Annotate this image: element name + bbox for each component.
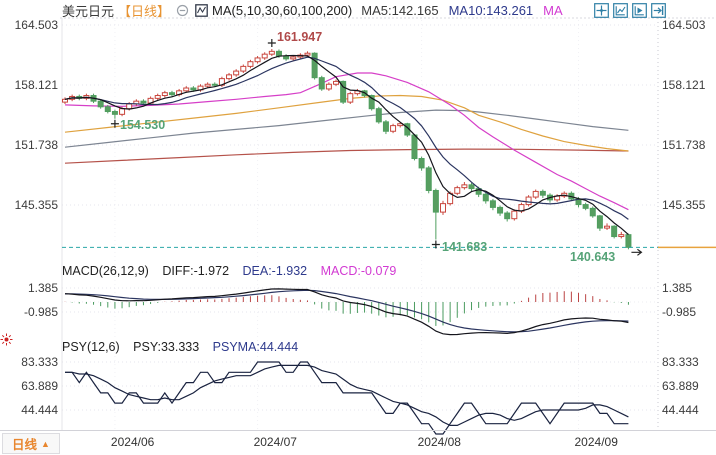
y-label-psy-1-right: 83.333 <box>662 355 699 369</box>
macd-diff-value: DIFF:-1.972 <box>162 264 230 278</box>
period-tab-daily[interactable]: 日线 ▲ <box>2 433 60 454</box>
y-label-main-3-left: 151.738 <box>14 138 58 152</box>
macd-panel-header: MACD(26,12,9) DIFF:-1.972 DEA:-1.932 MAC… <box>62 264 406 278</box>
y-label-psy-3-left: 44.444 <box>21 403 58 417</box>
macd-title: MACD(26,12,9) <box>62 264 149 278</box>
x-label-august: 2024/08 <box>417 435 461 449</box>
ma10-value: MA10:143.261 <box>448 2 534 18</box>
y-label-macd-2-right: -0.985 <box>662 305 697 319</box>
play-forward-icon[interactable] <box>632 3 647 18</box>
starburst-icon <box>0 333 13 351</box>
psyma-value: PSYMA:44.444 <box>212 340 299 354</box>
y-label-main-2-right: 158.121 <box>662 78 706 92</box>
y-label-main-2-left: 158.121 <box>14 78 58 92</box>
annotation-low-august: 141.683 <box>442 240 488 254</box>
y-label-psy-1-left: 83.333 <box>21 355 58 369</box>
x-label-july: 2024/07 <box>253 435 297 449</box>
chart-toolbar <box>594 3 666 18</box>
y-label-psy-3-right: 44.444 <box>662 403 699 417</box>
y-label-main-1-right: 164.503 <box>662 18 706 32</box>
psy-panel-header: PSY(12,6) PSY:33.333 PSYMA:44.444 <box>62 340 308 354</box>
x-label-june: 2024/06 <box>110 435 155 449</box>
y-label-main-3-right: 151.738 <box>662 138 706 152</box>
y-label-macd-1-right: 1.385 <box>662 281 693 295</box>
psy-title: PSY(12,6) <box>62 340 120 354</box>
candlestick-chart-icon[interactable] <box>195 3 208 17</box>
annotation-high-price: 161.947 <box>277 30 323 44</box>
reset-view-icon[interactable] <box>613 3 628 18</box>
x-label-september: 2024/09 <box>574 435 618 449</box>
macd-dea-value: DEA:-1.932 <box>242 264 308 278</box>
period-label: 【日线】 <box>118 3 171 19</box>
minus-circle-icon[interactable] <box>176 4 189 17</box>
bottom-separator <box>0 430 716 431</box>
y-label-main-4-left: 145.355 <box>14 198 58 212</box>
jump-to-latest-icon[interactable] <box>651 3 666 18</box>
y-label-main-4-right: 145.355 <box>662 198 706 212</box>
y-label-main-1-left: 164.503 <box>14 18 58 32</box>
symbol-name: 美元日元 <box>62 3 115 19</box>
chart-header: 美元日元 【日线】 MA(5,10,30,60,100,200) MA5:142… <box>62 1 563 19</box>
annotation-low-september: 140.643 <box>570 250 616 264</box>
y-label-macd-2-left: -0.985 <box>23 305 58 319</box>
macd-macd-value: MACD:-0.079 <box>320 264 397 278</box>
crosshair-icon[interactable] <box>594 3 609 18</box>
y-label-psy-2-left: 63.889 <box>21 379 58 393</box>
ma5-value: MA5:142.165 <box>361 2 439 18</box>
period-tab-label: 日线 <box>12 438 38 452</box>
ma30-value-truncated: MA <box>543 2 563 18</box>
triangle-up-icon: ▲ <box>41 438 50 449</box>
ma-settings-label: MA(5,10,30,60,100,200) <box>212 2 353 18</box>
y-label-macd-1-left: 1.385 <box>27 281 58 295</box>
annotation-low-june: 154.530 <box>120 118 166 132</box>
y-label-psy-2-right: 63.889 <box>662 379 699 393</box>
psy-value: PSY:33.333 <box>133 340 200 354</box>
